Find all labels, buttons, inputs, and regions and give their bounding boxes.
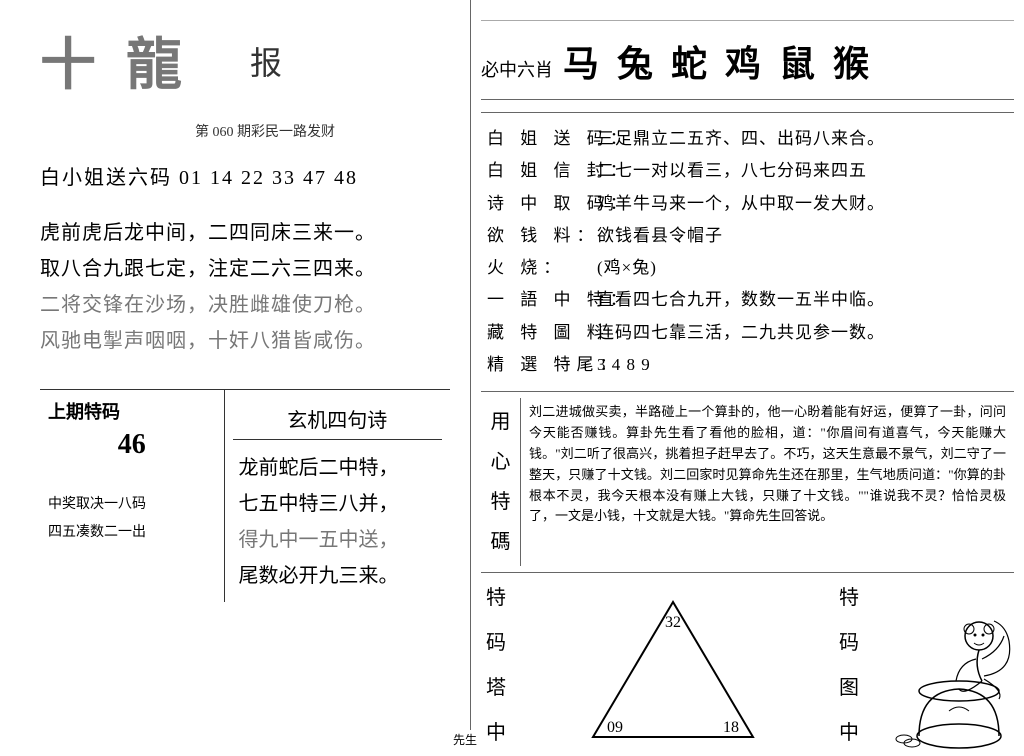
triangle-top: 32 [665,614,681,631]
small-line: 四五凑数二一出 [48,519,216,547]
mystery-line: 尾数必开九三来。 [239,558,443,594]
right-panel: 必中六肖 马兔蛇鸡鼠猴 白 姐 送 码：三足鼎立二五齐、四、出码八来合。 白 姐… [470,0,1024,730]
prev-label: 上期特码 [48,398,216,424]
monkey-illustration [864,581,1014,752]
main-poem: 虎前虎后龙中间，二四同床三来一。 取八合九跟七定，注定二六三四来。 二将交锋在沙… [40,215,450,359]
small-line: 中奖取决一八码 [48,491,216,519]
info-row: 火 烧：(鸡×兔) [487,252,1008,284]
info-row: 精 選 特尾：3 4 8 9 [487,349,1008,381]
poem-line: 二将交锋在沙场，决胜雌雄使刀枪。 [40,287,450,323]
info-row: 藏 特 圖 料连码四七靠三活，二九共见参一数。 [487,317,1008,349]
small-lines: 中奖取决一八码 四五凑数二一出 [48,491,216,547]
poem-line: 虎前虎后龙中间，二四同床三来一。 [40,215,450,251]
left-split: 上期特码 46 中奖取决一八码 四五凑数二一出 玄机四句诗 龙前蛇后二中特， 七… [40,389,450,602]
mystery-line: 龙前蛇后二中特， [239,450,443,486]
info-block: 白 姐 送 码：三足鼎立二五齐、四、出码八来合。 白 姐 信 封：二七一对以看三… [481,112,1014,391]
title-sub: 报 [250,38,282,84]
info-row: 白 姐 信 封：二七一对以看三，八七分码来四五 [487,155,1008,187]
info-row: 欲 钱 料：欲钱看县令帽子 [487,220,1008,252]
six-zodiac-list: 马兔蛇鸡鼠猴 [563,35,887,87]
poem-line: 取八合九跟七定，注定二六三四来。 [40,251,450,287]
info-row: 一 語 中 特：直看四七合九开，数数一五半中临。 [487,284,1008,316]
left-panel: 十 龍 报 第 060 期彩民一路发财 白小姐送六码 01 14 22 33 4… [0,0,470,730]
mystery-line: 得九中一五中送， [239,522,443,558]
poem-line: 风驰电掣声咽咽，十奸八猎皆咸伤。 [40,323,450,359]
triangle-left: 09 [607,719,623,736]
prev-code-box: 上期特码 46 中奖取决一八码 四五凑数二一出 [40,390,225,602]
send-code-line: 白小姐送六码 01 14 22 33 47 48 [40,161,450,190]
vertical-label-right: 特 码 图 中 [834,581,864,752]
mystery-poem: 龙前蛇后二中特， 七五中特三八并， 得九中一五中送， 尾数必开九三来。 [233,440,443,594]
info-row: 白 姐 送 码：三足鼎立二五齐、四、出码八来合。 [487,123,1008,155]
vertical-label-left: 特 码 塔 中 [481,581,511,752]
title-main: 十 龍 [40,20,190,101]
mystery-title: 玄机四句诗 [233,398,443,440]
triangle-right: 18 [723,719,739,736]
tiny-label: 先生 [453,731,477,748]
heart-section: 用 心 特 碼 刘二进城做买卖，半路碰上一个算卦的，他一心盼着能有好运，便算了一… [481,391,1014,572]
triangle-svg: 32 09 18 [573,587,773,747]
mystery-box: 玄机四句诗 龙前蛇后二中特， 七五中特三八并， 得九中一五中送， 尾数必开九三来… [225,390,451,602]
issue-line: 第 060 期彩民一路发财 [80,121,450,141]
prev-num: 46 [48,429,216,461]
story-text: 刘二进城做买卖，半路碰上一个算卦的，他一心盼着能有好运，便算了一卦，问问今天能否… [521,398,1014,566]
mystery-line: 七五中特三八并， [239,486,443,522]
title-row: 十 龍 报 [40,20,450,101]
six-zodiac-row: 必中六肖 马兔蛇鸡鼠猴 [481,27,1014,100]
bottom-section: 特 码 塔 中 32 09 18 特 码 图 中 [481,572,1014,752]
triangle-diagram: 32 09 18 [511,581,834,752]
six-zodiac-prefix: 必中六肖 [481,56,553,82]
heart-vertical-label: 用 心 特 碼 [481,398,521,566]
info-row: 诗 中 取 码：鸡羊牛马来一个，从中取一发大财。 [487,188,1008,220]
